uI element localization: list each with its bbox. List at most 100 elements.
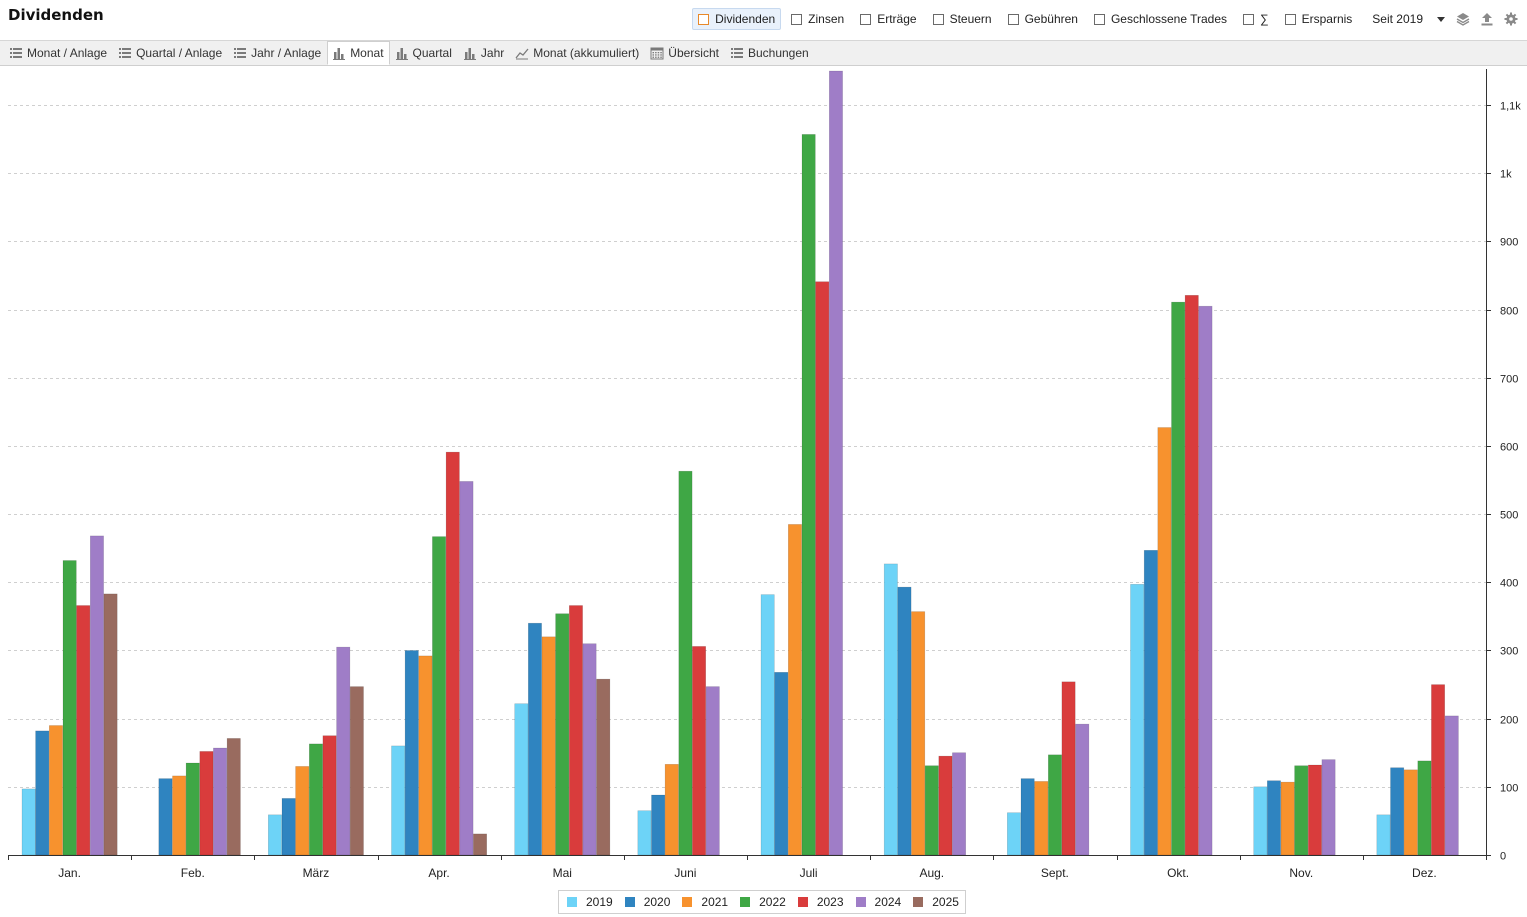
bar-2024-marz[interactable] (336, 646, 351, 856)
layers-icon[interactable] (1455, 11, 1471, 27)
bar-2019-sept[interactable] (1006, 812, 1021, 856)
bar-2021-feb[interactable] (172, 775, 187, 856)
bar-2020-sept[interactable] (1020, 778, 1035, 856)
tab-monat-akkumuliert[interactable]: Monat (akkumuliert) (510, 41, 645, 65)
bar-2022-aug[interactable] (924, 765, 939, 856)
bar-2020-okt[interactable] (1143, 549, 1158, 856)
bar-2019-mai[interactable] (514, 703, 529, 856)
tab-quartal-anlage[interactable]: Quartal / Anlage (113, 41, 228, 65)
bar-2023-sept[interactable] (1061, 681, 1076, 856)
bar-2024-dez[interactable] (1444, 715, 1459, 856)
bar-2019-aug[interactable] (883, 563, 898, 856)
bar-2024-okt[interactable] (1198, 305, 1213, 856)
bar-2024-mai[interactable] (582, 643, 597, 856)
tab-buchungen[interactable]: Buchungen (725, 41, 815, 65)
bar-2022-mai[interactable] (555, 613, 570, 856)
legend-item-2020[interactable]: 2020 (624, 895, 670, 909)
bar-2024-juni[interactable] (705, 686, 720, 856)
bar-2024-aug[interactable] (952, 752, 967, 856)
bar-2022-sept[interactable] (1048, 754, 1062, 856)
bar-2023-nov[interactable] (1308, 764, 1322, 856)
bar-2023-marz[interactable] (322, 735, 337, 856)
bar-2024-feb[interactable] (213, 747, 227, 856)
filter-ertrage-toggle[interactable]: Erträge (854, 8, 922, 30)
filter-sum-toggle[interactable]: ∑ (1237, 8, 1275, 30)
bar-2021-apr[interactable] (418, 655, 433, 856)
bar-2020-feb[interactable] (158, 778, 173, 856)
legend-item-2019[interactable]: 2019 (567, 895, 613, 909)
settings-icon[interactable] (1503, 11, 1519, 27)
bar-2021-mai[interactable] (541, 636, 556, 856)
bar-2019-juli[interactable] (760, 594, 775, 856)
legend-item-2023[interactable]: 2023 (797, 895, 844, 909)
bar-2024-sept[interactable] (1075, 723, 1090, 856)
filter-geschlossene-trades-toggle[interactable]: Geschlossene Trades (1088, 8, 1233, 30)
bar-2021-marz[interactable] (295, 766, 310, 856)
bar-2021-sept[interactable] (1034, 781, 1049, 856)
bar-2020-dez[interactable] (1390, 767, 1405, 856)
checkbox-icon[interactable] (1093, 13, 1105, 25)
bar-2023-juni[interactable] (692, 646, 707, 856)
bar-2020-apr[interactable] (404, 650, 419, 856)
checkbox-icon[interactable] (1243, 13, 1255, 25)
bar-2019-nov[interactable] (1253, 786, 1268, 856)
bar-2019-apr[interactable] (391, 745, 406, 856)
bar-2025-jan[interactable] (103, 593, 118, 856)
bar-2023-dez[interactable] (1431, 684, 1446, 856)
export-icon[interactable] (1479, 11, 1495, 27)
chevron-down-icon[interactable] (1437, 16, 1445, 22)
bar-2025-marz[interactable] (349, 686, 364, 856)
bar-2019-juni[interactable] (637, 810, 652, 856)
filter-zinsen-toggle[interactable]: Zinsen (785, 8, 850, 30)
tab-jahr-anlage[interactable]: Jahr / Anlage (228, 41, 327, 65)
bar-2021-jan[interactable] (48, 725, 63, 856)
tab-monat-anlage[interactable]: Monat / Anlage (4, 41, 113, 65)
bar-2024-juli[interactable] (828, 70, 843, 856)
filter-steuern-toggle[interactable]: Steuern (927, 8, 998, 30)
bar-2022-juni[interactable] (678, 470, 693, 856)
bar-2022-juli[interactable] (801, 134, 816, 856)
bar-2020-aug[interactable] (897, 586, 912, 856)
bar-2023-juli[interactable] (815, 281, 830, 856)
legend-item-2021[interactable]: 2021 (682, 895, 728, 909)
checkbox-icon[interactable] (1007, 13, 1019, 25)
checkbox-icon[interactable] (698, 13, 710, 25)
legend-item-2025[interactable]: 2025 (913, 895, 959, 909)
bar-2022-feb[interactable] (185, 762, 200, 856)
bar-2021-aug[interactable] (911, 611, 926, 856)
bar-2020-nov[interactable] (1267, 780, 1281, 856)
bar-2019-jan[interactable] (21, 788, 36, 856)
bar-2021-okt[interactable] (1157, 427, 1172, 856)
bar-2023-apr[interactable] (445, 451, 460, 856)
bar-2022-nov[interactable] (1294, 765, 1309, 856)
checkbox-icon[interactable] (1284, 13, 1296, 25)
bar-2024-jan[interactable] (90, 535, 104, 856)
filter-ersparnis-toggle[interactable]: Ersparnis (1279, 8, 1359, 30)
tab-jahr[interactable]: Jahr (458, 41, 510, 65)
legend-item-2022[interactable]: 2022 (740, 895, 786, 909)
bar-2025-feb[interactable] (226, 738, 241, 856)
tab-monat[interactable]: Monat (327, 41, 390, 65)
bar-2019-marz[interactable] (267, 814, 282, 856)
bar-2022-apr[interactable] (432, 536, 446, 856)
bar-2024-apr[interactable] (459, 481, 474, 856)
checkbox-icon[interactable] (932, 13, 944, 25)
bar-2023-okt[interactable] (1184, 295, 1199, 856)
bar-2020-juni[interactable] (651, 794, 666, 856)
bar-2021-nov[interactable] (1280, 781, 1295, 856)
bar-2022-okt[interactable] (1171, 301, 1186, 856)
bar-2024-nov[interactable] (1321, 759, 1336, 856)
filter-gebuhren-toggle[interactable]: Gebühren (1002, 8, 1084, 30)
period-select[interactable]: Seit 2019 (1370, 12, 1447, 26)
bar-2020-marz[interactable] (281, 798, 296, 856)
checkbox-icon[interactable] (791, 13, 803, 25)
filter-dividenden-toggle[interactable]: Dividenden (692, 8, 782, 30)
tab-quartal[interactable]: Quartal (390, 41, 458, 65)
bar-2025-apr[interactable] (473, 833, 487, 856)
bar-2020-juli[interactable] (774, 671, 789, 856)
bar-2022-dez[interactable] (1417, 760, 1432, 856)
bar-2023-mai[interactable] (568, 605, 583, 856)
bar-2021-juli[interactable] (787, 524, 802, 856)
bar-2021-dez[interactable] (1403, 769, 1418, 856)
legend-item-2024[interactable]: 2024 (855, 895, 901, 909)
